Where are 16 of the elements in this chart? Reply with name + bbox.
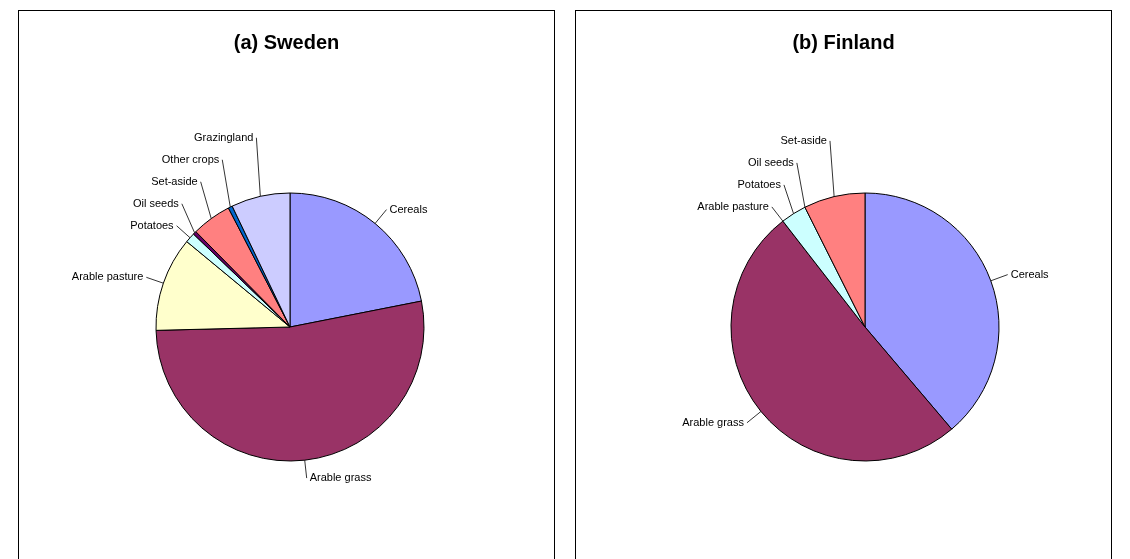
slice-label: Set-aside bbox=[780, 133, 827, 146]
slice-label: Cereals bbox=[1010, 267, 1050, 280]
slice-label: Set-aside bbox=[151, 174, 198, 187]
chart-title: (b) Finland bbox=[792, 31, 895, 53]
slice-label: Potatoes bbox=[737, 177, 782, 190]
slice-label: Oil seeds bbox=[132, 196, 180, 209]
slice-label: Arable pasture bbox=[71, 270, 144, 283]
slice-label: Other crops bbox=[161, 152, 220, 165]
slice-label: Arable grass bbox=[309, 471, 372, 484]
category-label: Oil seeds bbox=[747, 155, 794, 168]
slice-label: Arable grass bbox=[682, 415, 745, 428]
slice-label: Cereals bbox=[389, 202, 428, 215]
chart-title: (a) Sweden bbox=[233, 31, 340, 53]
slice-label: Potatoes bbox=[130, 218, 175, 231]
category-label: Arable pasture bbox=[697, 199, 769, 212]
slice-label: Grazingland bbox=[194, 130, 254, 143]
